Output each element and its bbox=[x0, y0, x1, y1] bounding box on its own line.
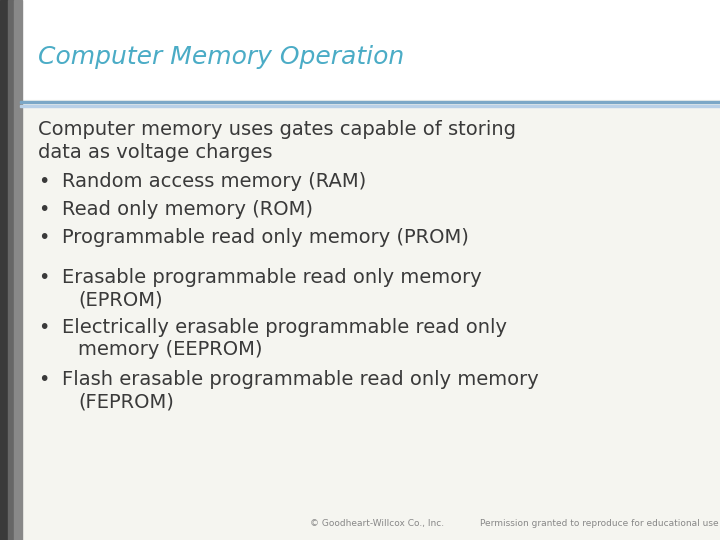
Text: •: • bbox=[38, 318, 50, 337]
Text: Read only memory (ROM): Read only memory (ROM) bbox=[62, 200, 313, 219]
Text: Erasable programmable read only memory: Erasable programmable read only memory bbox=[62, 268, 482, 287]
Text: Computer memory uses gates capable of storing: Computer memory uses gates capable of st… bbox=[38, 120, 516, 139]
Bar bbox=[20, 100, 720, 103]
Text: Electrically erasable programmable read only: Electrically erasable programmable read … bbox=[62, 318, 507, 337]
Text: Random access memory (RAM): Random access memory (RAM) bbox=[62, 172, 366, 191]
Text: •: • bbox=[38, 200, 50, 219]
Bar bbox=[20, 0, 720, 100]
Bar bbox=[0, 0, 20, 540]
Text: (EPROM): (EPROM) bbox=[78, 290, 163, 309]
Text: Permission granted to reproduce for educational use only.: Permission granted to reproduce for educ… bbox=[480, 519, 720, 528]
Text: memory (EEPROM): memory (EEPROM) bbox=[78, 340, 263, 359]
Text: Flash erasable programmable read only memory: Flash erasable programmable read only me… bbox=[62, 370, 539, 389]
Text: •: • bbox=[38, 228, 50, 247]
Text: •: • bbox=[38, 172, 50, 191]
Text: Computer Memory Operation: Computer Memory Operation bbox=[38, 45, 404, 69]
Bar bbox=[8, 0, 20, 540]
Text: •: • bbox=[38, 268, 50, 287]
Text: (FEPROM): (FEPROM) bbox=[78, 392, 174, 411]
Text: Programmable read only memory (PROM): Programmable read only memory (PROM) bbox=[62, 228, 469, 247]
Bar bbox=[20, 105, 720, 107]
Text: © Goodheart-Willcox Co., Inc.: © Goodheart-Willcox Co., Inc. bbox=[310, 519, 444, 528]
Bar bbox=[14, 0, 22, 540]
Bar bbox=[20, 100, 720, 540]
Text: •: • bbox=[38, 370, 50, 389]
Text: data as voltage charges: data as voltage charges bbox=[38, 143, 272, 162]
